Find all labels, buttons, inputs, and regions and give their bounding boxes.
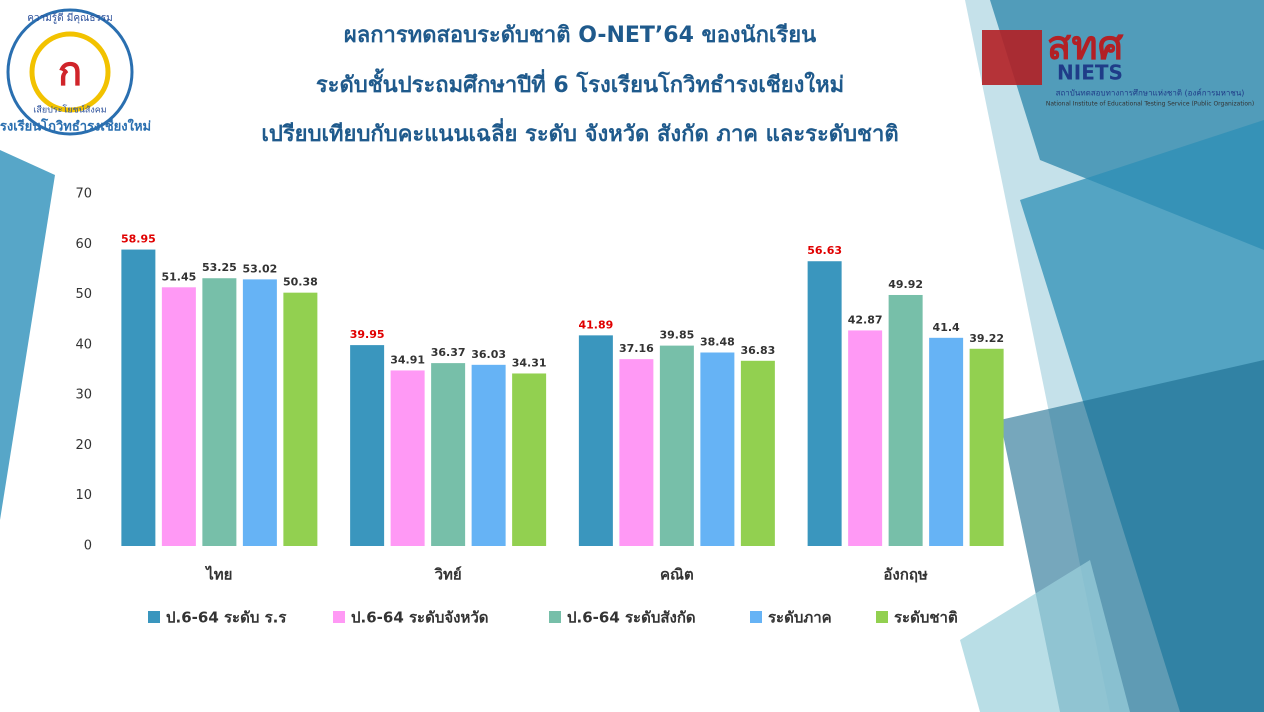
bar (283, 292, 318, 546)
value-label: 39.95 (350, 328, 385, 341)
y-tick-label: 50 (75, 287, 92, 302)
value-label: 37.16 (619, 342, 654, 355)
value-label: 50.38 (283, 276, 318, 289)
value-label: 36.03 (471, 348, 506, 361)
legend-swatch (876, 611, 888, 623)
bar (929, 337, 964, 546)
value-label: 56.63 (807, 244, 842, 257)
value-label: 34.31 (512, 356, 547, 369)
y-tick-label: 70 (75, 187, 92, 202)
value-label: 53.25 (202, 261, 237, 274)
value-label: 34.91 (390, 353, 425, 366)
bar (888, 294, 923, 546)
x-tick-label: วิทย์ (434, 566, 462, 584)
logo-text: สถาบันทดสอบทางการศึกษาแห่งชาติ (องค์การม… (1056, 88, 1245, 98)
y-tick-label: 0 (84, 539, 92, 554)
bar (431, 363, 466, 546)
svg-text:ก: ก (58, 49, 82, 95)
x-tick-label: ไทย (204, 565, 232, 584)
chart-title: ระดับชั้นประถมศึกษาปีที่ 6 โรงเรียนโกวิท… (316, 68, 844, 98)
x-tick-label: อังกฤษ (883, 566, 927, 584)
bar (807, 261, 842, 546)
school-logo: ก ความรู้ดี มีคุณธรรม เสียประโยชน์สังคม … (0, 8, 151, 136)
bar (659, 345, 694, 546)
logo-text: สทศ (1047, 23, 1124, 69)
logo-text: NIETS (1057, 61, 1123, 85)
value-label: 49.92 (888, 278, 923, 291)
value-label: 51.45 (161, 270, 196, 283)
legend-swatch (549, 611, 561, 623)
bar (471, 364, 506, 546)
value-label: 41.89 (578, 318, 613, 331)
value-label: 39.22 (969, 332, 1004, 345)
legend-label: ป.6-64 ระดับจังหวัด (351, 609, 489, 627)
value-label: 38.48 (700, 336, 735, 349)
legend-label: ระดับชาติ (894, 609, 958, 627)
bar (121, 249, 156, 546)
bar (969, 348, 1004, 546)
legend-swatch (333, 611, 345, 623)
value-label: 39.85 (659, 329, 694, 342)
value-label: 58.95 (121, 233, 156, 246)
value-label: 41.4 (933, 321, 960, 334)
bar (242, 279, 277, 546)
bar (350, 345, 385, 546)
y-tick-label: 20 (75, 438, 92, 453)
bar (202, 278, 237, 546)
logo-text: National Institute of Educational Testin… (1046, 101, 1254, 108)
bar (390, 370, 425, 546)
legend-label: ระดับภาค (768, 609, 832, 627)
bar (619, 359, 654, 546)
logo-text: ความรู้ดี มีคุณธรรม (27, 12, 113, 24)
y-tick-label: 10 (75, 488, 92, 503)
legend-label: ป.6-64 ระดับ ร.ร (166, 609, 287, 627)
y-tick-label: 40 (75, 337, 92, 352)
y-tick-label: 30 (75, 388, 92, 403)
value-label: 36.37 (431, 346, 466, 359)
bar (700, 352, 735, 546)
legend-swatch (148, 611, 160, 623)
logo-text: โรงเรียนโกวิทธำรงเชียงใหม่ (0, 118, 151, 135)
value-label: 53.02 (242, 262, 277, 275)
niets-logo: สทศ NIETS สถาบันทดสอบทางการศึกษาแห่งชาติ… (982, 23, 1254, 108)
bar (848, 330, 883, 546)
legend-label: ป.6-64 ระดับสังกัด (567, 609, 696, 627)
chart-title: ผลการทดสอบระดับชาติ O-NET’64 ของนักเรียน (344, 23, 816, 48)
logo-text: เสียประโยชน์สังคม (33, 104, 107, 116)
y-tick-label: 60 (75, 237, 92, 252)
legend-swatch (750, 611, 762, 623)
bar (578, 335, 613, 546)
value-label: 36.83 (740, 344, 775, 357)
bar (740, 360, 775, 546)
bar (161, 287, 196, 546)
value-label: 42.87 (848, 313, 883, 326)
x-tick-label: คณิต (660, 566, 694, 584)
bar (512, 373, 547, 546)
chart-title: เปรียบเทียบกับคะแนนเฉลี่ย ระดับ จังหวัด … (261, 117, 898, 147)
plot: 0 10 20 30 40 50 60 70 ไทย 58.95 51.45 53.25 53.02 50… (75, 187, 1004, 627)
